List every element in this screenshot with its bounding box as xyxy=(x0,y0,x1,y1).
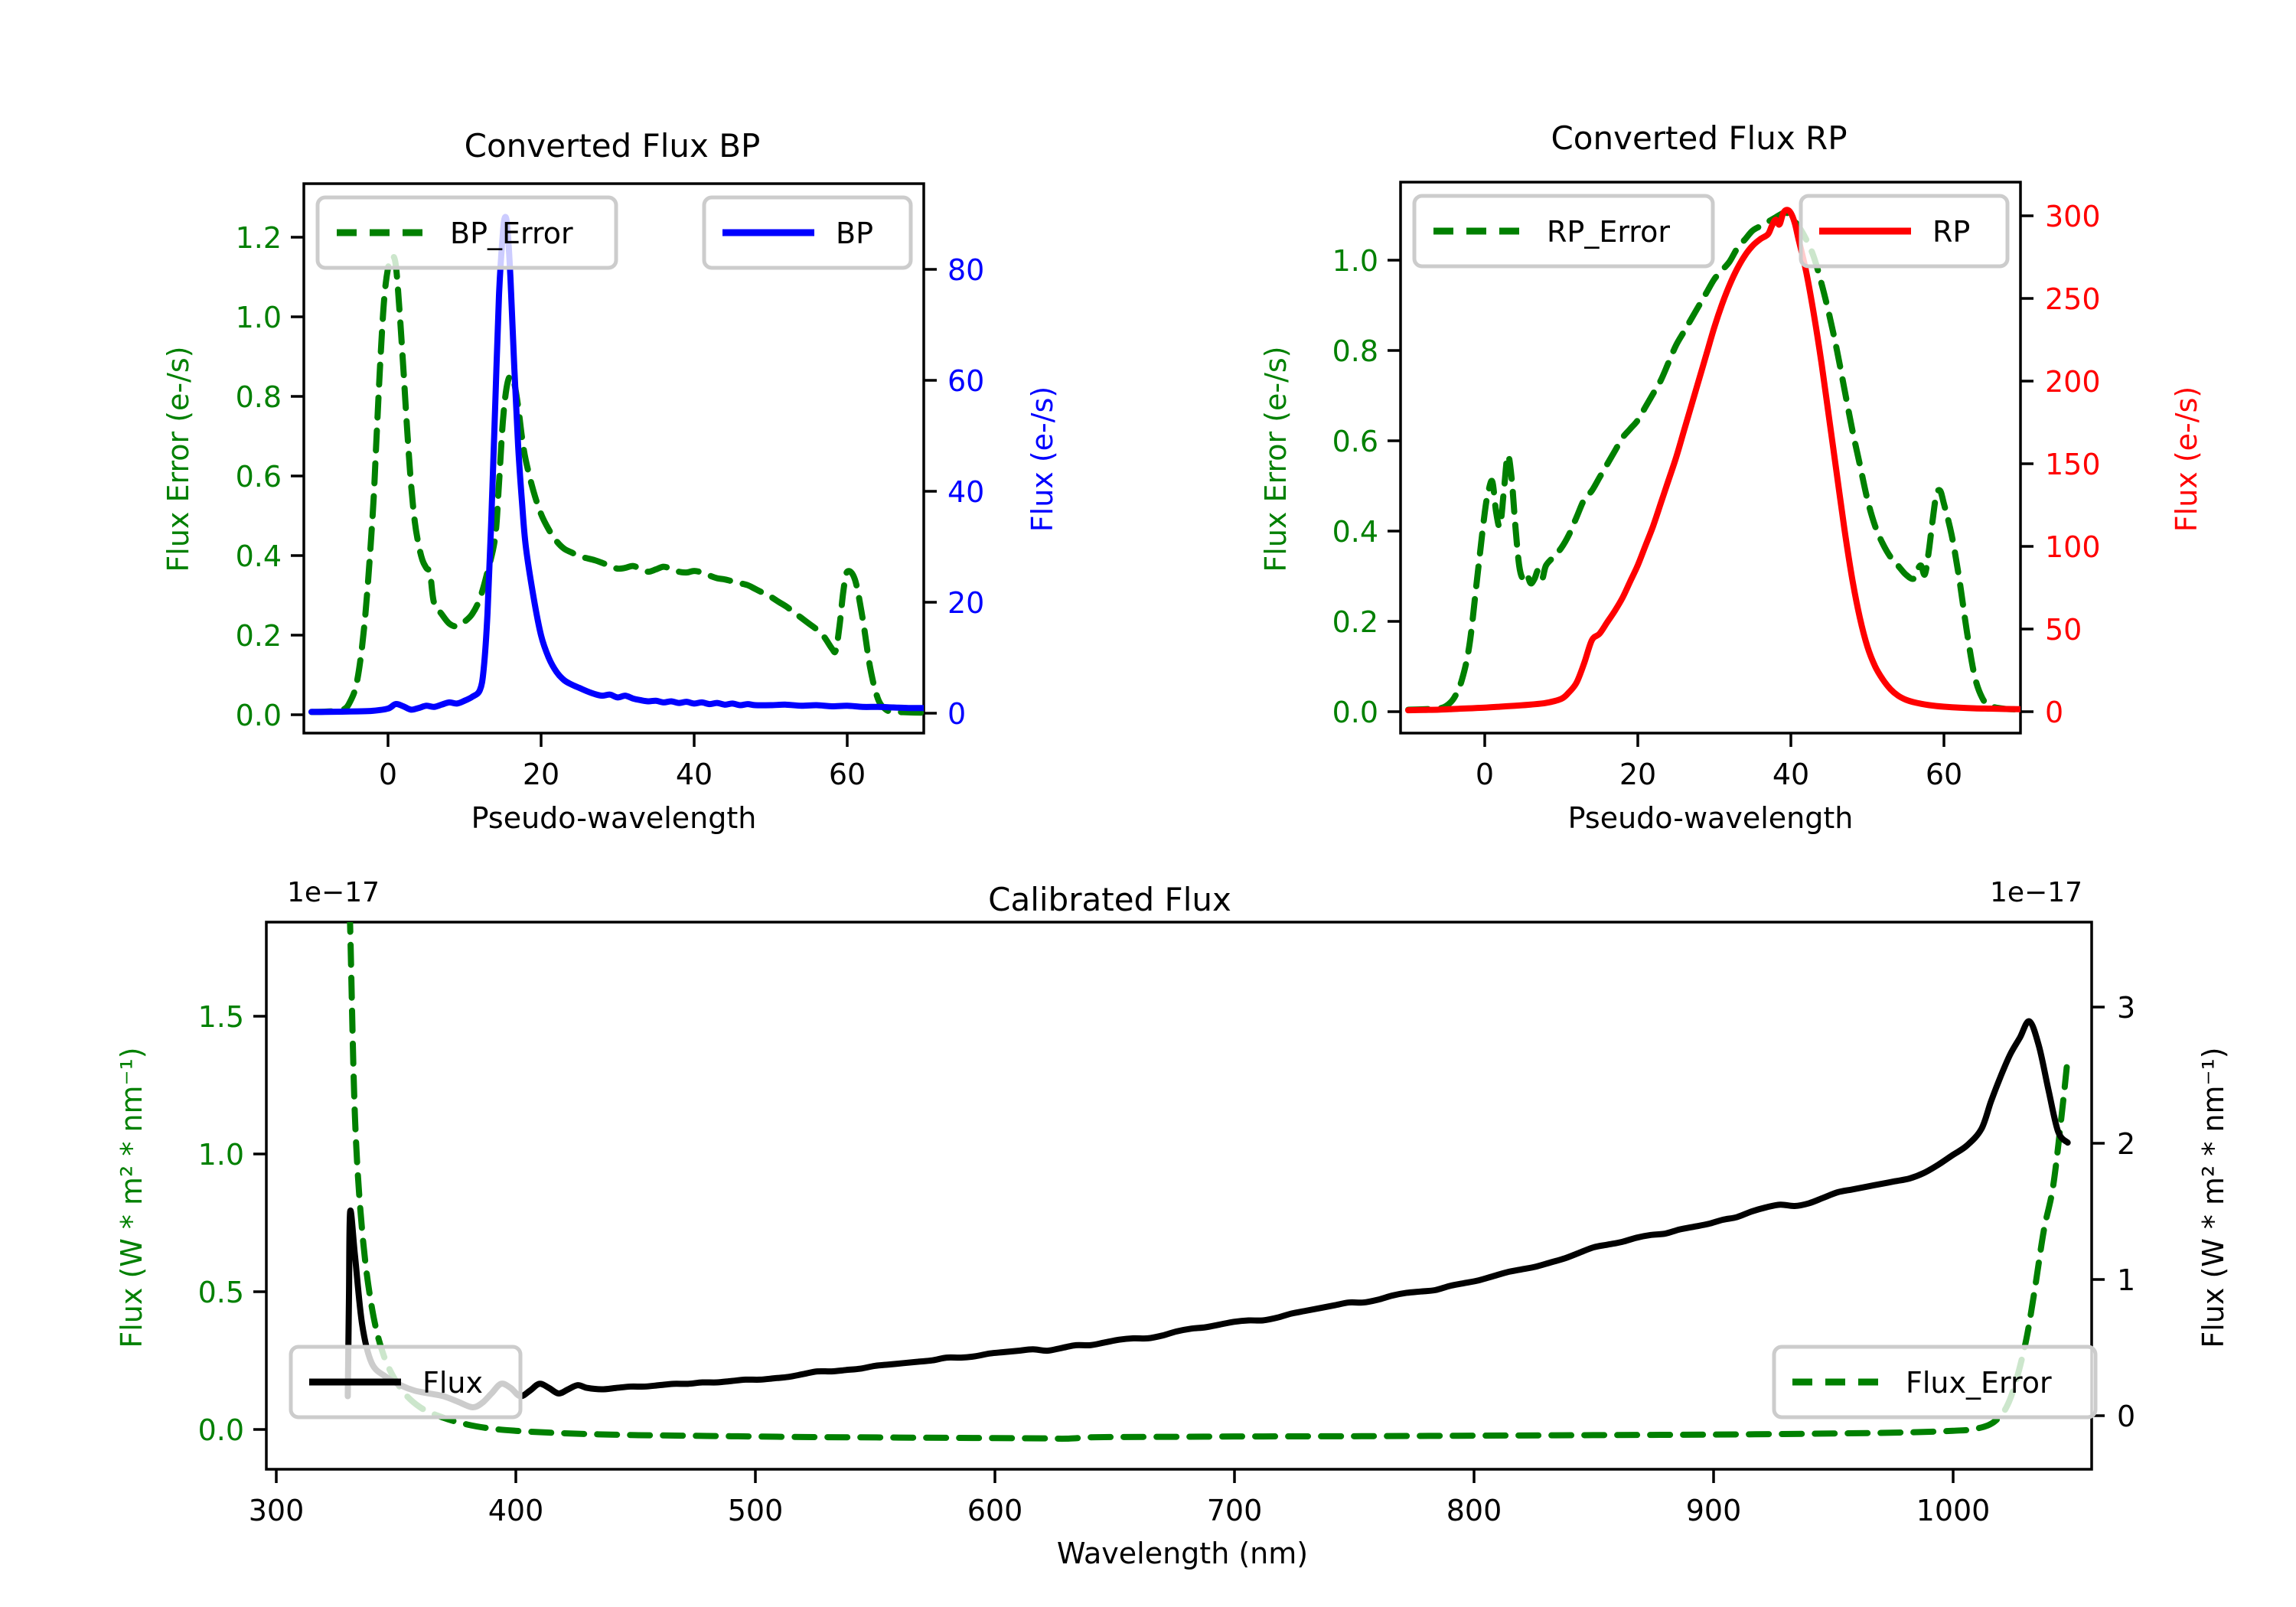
calib-legend-flux-label: Flux xyxy=(422,1366,483,1400)
calib-left-axis: 0.0 0.5 1.0 1.5 Flux (W * m² * nm⁻¹) xyxy=(115,1000,266,1447)
rp-ylabel-left: Flux Error (e-/s) xyxy=(1259,346,1293,572)
bp-legend-error[interactable]: BP_Error xyxy=(315,195,618,270)
calib-ytick-right-1: 1 xyxy=(2117,1263,2135,1297)
rp-flux-curve xyxy=(1405,207,2020,714)
rp-ytick-right-0: 0 xyxy=(2045,696,2063,729)
panel-converted-flux-rp: Converted Flux RP 0.0 0.2 0.4 0.6 0.8 1.… xyxy=(1133,0,2296,835)
rp-ytick-left-2: 0.4 xyxy=(1332,515,1378,549)
calib-legend-flux[interactable]: Flux xyxy=(289,1345,523,1420)
calib-ytick-left-2: 1.0 xyxy=(198,1138,244,1172)
calib-xtick-5: 800 xyxy=(1446,1494,1502,1527)
calib-right-axis: 0 1 2 3 Flux (W * m² * nm⁻¹) xyxy=(2092,991,2230,1433)
bp-ytick-left-1: 0.2 xyxy=(236,619,282,653)
rp-ytick-right-1: 50 xyxy=(2045,613,2082,647)
rp-left-axis: 0.0 0.2 0.4 0.6 0.8 1.0 Flux Error (e-/s… xyxy=(1259,244,1401,729)
rp-ytick-left-5: 1.0 xyxy=(1332,244,1378,278)
calib-xtick-4: 700 xyxy=(1207,1494,1263,1527)
rp-legend-error-label: RP_Error xyxy=(1547,215,1670,249)
rp-legend-error[interactable]: RP_Error xyxy=(1412,194,1715,269)
calib-ylabel-right: Flux (W * m² * nm⁻¹) xyxy=(2197,1047,2230,1348)
calib-legend-error-label: Flux_Error xyxy=(1906,1366,2052,1400)
panel-converted-flux-bp: Converted Flux BP 0.0 0.2 0.4 0.6 0 xyxy=(0,0,1163,835)
rp-ytick-right-6: 300 xyxy=(2045,200,2101,233)
bp-ytick-right-2: 40 xyxy=(947,475,984,509)
rp-ytick-left-0: 0.0 xyxy=(1332,696,1378,729)
calib-ytick-right-0: 0 xyxy=(2117,1400,2135,1433)
bp-xlabel: Pseudo-wavelength xyxy=(471,801,757,835)
panel-calibrated-flux: Calibrated Flux 1e−17 1e−17 0.0 0.5 1.0 … xyxy=(0,811,2296,1607)
bp-ytick-right-4: 80 xyxy=(947,253,984,287)
bp-x-axis: 0 20 40 60 Pseudo-wavelength xyxy=(379,733,866,835)
bp-left-axis: 0.0 0.2 0.4 0.6 0.8 1.0 1.2 Flux Error (… xyxy=(161,221,304,732)
calib-offset-right: 1e−17 xyxy=(1990,877,2082,908)
bp-xtick-3: 60 xyxy=(829,758,866,791)
calib-offset-left: 1e−17 xyxy=(287,877,380,908)
rp-legend-flux[interactable]: RP xyxy=(1799,194,2010,269)
rp-ytick-left-1: 0.2 xyxy=(1332,605,1378,639)
rp-ytick-right-3: 150 xyxy=(2045,448,2101,481)
bp-ytick-right-3: 60 xyxy=(947,364,984,398)
calib-xtick-2: 500 xyxy=(728,1494,784,1527)
rp-ytick-left-3: 0.6 xyxy=(1332,425,1378,458)
rp-x-axis: 0 20 40 60 Pseudo-wavelength xyxy=(1476,733,1962,835)
calib-ylabel-left: Flux (W * m² * nm⁻¹) xyxy=(115,1047,148,1348)
rp-panel-title: Converted Flux RP xyxy=(1551,119,1847,157)
bp-legend-flux-label: BP xyxy=(836,217,873,250)
bp-ytick-left-0: 0.0 xyxy=(236,699,282,732)
bp-ytick-right-0: 0 xyxy=(947,697,966,731)
rp-xtick-3: 60 xyxy=(1926,758,1962,791)
calibrated-flux-curve xyxy=(344,1018,2071,1410)
rp-xlabel: Pseudo-wavelength xyxy=(1568,801,1854,835)
bp-legend-flux[interactable]: BP xyxy=(702,195,913,270)
bp-xtick-2: 40 xyxy=(676,758,713,791)
rp-ytick-right-4: 200 xyxy=(2045,365,2101,399)
bp-ytick-left-6: 1.2 xyxy=(236,221,282,255)
calib-xlabel: Wavelength (nm) xyxy=(1057,1537,1308,1570)
calib-ytick-left-0: 0.0 xyxy=(198,1413,244,1447)
bp-panel-title: Converted Flux BP xyxy=(465,127,761,165)
calib-xtick-1: 400 xyxy=(488,1494,544,1527)
bp-ylabel-left: Flux Error (e-/s) xyxy=(161,346,195,572)
calib-panel-title: Calibrated Flux xyxy=(988,881,1231,918)
rp-right-axis: 0 50 100 150 200 250 300 Flux (e-/s) xyxy=(2020,200,2203,729)
calib-ytick-left-3: 1.5 xyxy=(198,1000,244,1034)
bp-ylabel-right: Flux (e-/s) xyxy=(1026,386,1059,532)
rp-ytick-right-2: 100 xyxy=(2045,530,2101,564)
rp-ytick-right-5: 250 xyxy=(2045,282,2101,316)
calib-ytick-right-2: 2 xyxy=(2117,1127,2135,1161)
bp-ytick-left-2: 0.4 xyxy=(236,539,282,573)
rp-ylabel-right: Flux (e-/s) xyxy=(2170,386,2203,532)
bp-right-axis: 0 20 40 60 80 Flux (e-/s) xyxy=(924,253,1059,731)
bp-plot-frame xyxy=(302,182,925,735)
bp-xtick-1: 20 xyxy=(523,758,559,791)
rp-xtick-0: 0 xyxy=(1476,758,1494,791)
bp-ytick-left-4: 0.8 xyxy=(236,380,282,414)
rp-ytick-left-4: 0.8 xyxy=(1332,334,1378,368)
bp-ytick-left-5: 1.0 xyxy=(236,301,282,334)
bp-flux-curve xyxy=(308,214,924,715)
calib-x-axis: 300 400 500 600 700 800 900 1000 Wavelen… xyxy=(249,1469,1991,1570)
calib-xtick-7: 1000 xyxy=(1916,1494,1991,1527)
bp-ytick-right-1: 20 xyxy=(947,586,984,620)
rp-error-curve xyxy=(1405,209,2020,713)
calib-xtick-6: 900 xyxy=(1686,1494,1742,1527)
calib-xtick-3: 600 xyxy=(967,1494,1023,1527)
rp-plot-frame xyxy=(1399,181,2022,735)
calib-ytick-right-3: 3 xyxy=(2117,991,2135,1025)
bp-legend-error-label: BP_Error xyxy=(450,217,573,250)
bp-ytick-left-3: 0.6 xyxy=(236,460,282,494)
bp-xtick-0: 0 xyxy=(379,758,397,791)
bp-error-curve xyxy=(308,253,924,716)
calib-plot-frame xyxy=(265,921,2093,1471)
calib-ytick-left-1: 0.5 xyxy=(198,1276,244,1309)
calib-legend-error[interactable]: Flux_Error xyxy=(1772,1345,2098,1420)
rp-xtick-1: 20 xyxy=(1619,758,1656,791)
rp-xtick-2: 40 xyxy=(1773,758,1809,791)
calib-xtick-0: 300 xyxy=(249,1494,305,1527)
rp-legend-flux-label: RP xyxy=(1932,215,1970,249)
